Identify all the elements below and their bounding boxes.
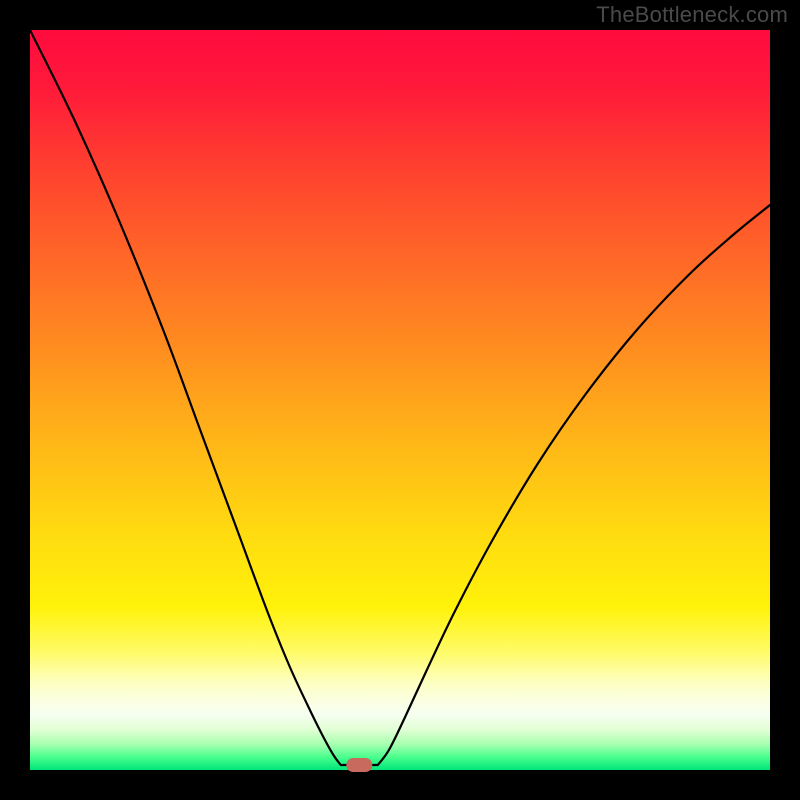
plot-gradient-background (30, 30, 770, 770)
chart-svg (0, 0, 800, 800)
chart-stage: TheBottleneck.com (0, 0, 800, 800)
watermark-text: TheBottleneck.com (596, 2, 788, 28)
minimum-marker (346, 758, 372, 772)
